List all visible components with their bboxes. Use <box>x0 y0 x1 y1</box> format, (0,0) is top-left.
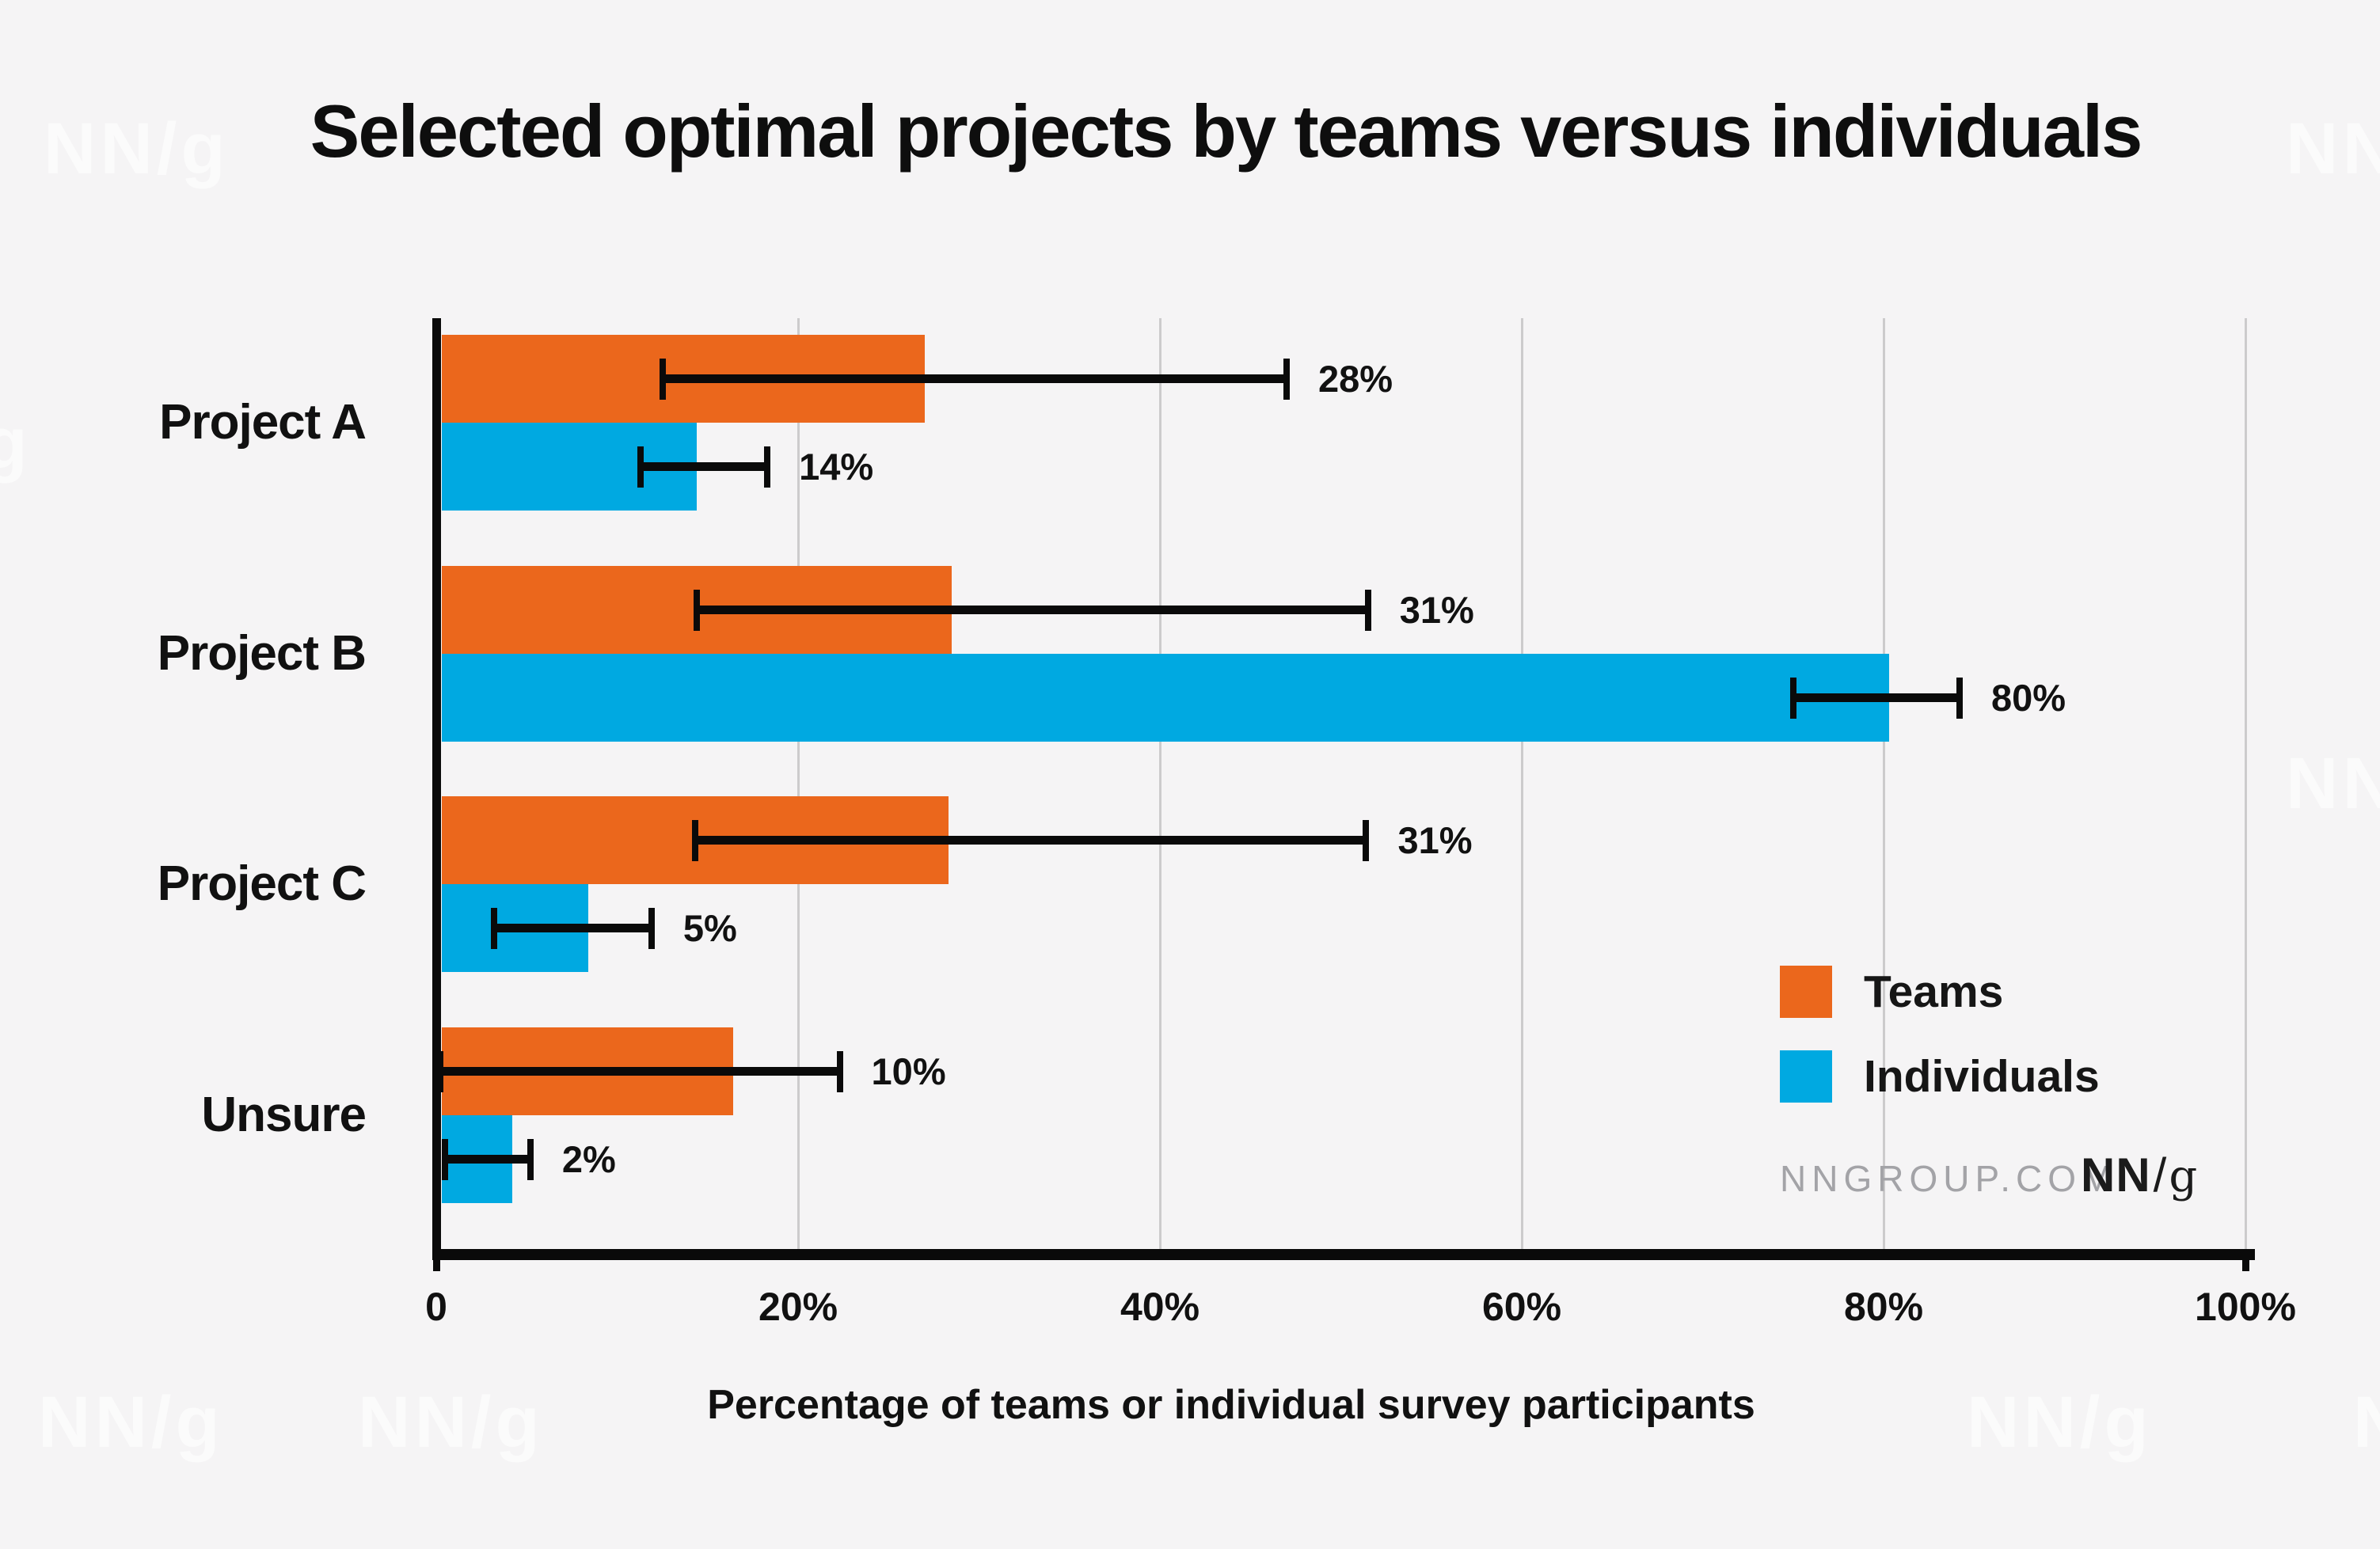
legend-swatch-teams <box>1780 966 1832 1018</box>
error-cap-low-individuals-project-b <box>1789 677 1796 719</box>
error-cap-high-individuals-project-c <box>648 907 655 949</box>
error-bar-teams-unsure <box>439 1067 840 1076</box>
y-axis-line <box>432 318 441 1260</box>
nng-watermark: NN/g <box>44 108 230 189</box>
error-cap-low-teams-project-c <box>691 819 698 861</box>
error-cap-low-teams-project-b <box>694 589 701 631</box>
error-cap-high-teams-project-a <box>1283 358 1290 400</box>
error-bar-teams-project-b <box>697 606 1368 614</box>
chart-title: Selected optimal projects by teams versu… <box>310 89 2143 173</box>
value-label-individuals-project-b: 80% <box>1990 676 2066 719</box>
x-axis-line <box>432 1249 2255 1260</box>
nng-watermark: NN/g <box>38 1382 224 1463</box>
x-tick-label-100: 100% <box>2195 1285 2296 1329</box>
nng-logo-nn: NN <box>2081 1148 2151 1202</box>
value-label-teams-project-a: 28% <box>1317 357 1393 400</box>
nng-watermark: NN/g <box>0 403 32 484</box>
category-label-project-b: Project B <box>157 626 367 681</box>
nng-watermark: NN/g <box>358 1382 544 1463</box>
gridline-80 <box>1882 318 1885 1249</box>
legend-label-teams: Teams <box>1864 966 2004 1017</box>
nng-watermark: NN/g <box>2353 1379 2380 1466</box>
error-cap-high-individuals-unsure <box>527 1138 534 1180</box>
error-bar-teams-project-c <box>694 836 1367 845</box>
x-tick-label-80: 80% <box>1843 1285 1924 1329</box>
error-cap-low-individuals-unsure <box>442 1138 449 1180</box>
error-cap-low-teams-project-a <box>659 358 666 400</box>
gridline-20 <box>797 318 800 1249</box>
legend-swatch-individuals <box>1780 1050 1832 1103</box>
x-tick-label-40: 40% <box>1120 1285 1200 1329</box>
value-label-individuals-project-c: 5% <box>682 906 737 949</box>
nng-logo-slash: / <box>2153 1148 2167 1202</box>
error-cap-high-individuals-project-b <box>1956 677 1963 719</box>
nng-logo-g: g <box>2169 1151 2198 1202</box>
nng-watermark: NN/g <box>1967 1382 2153 1463</box>
x-tick-label-0: 0 <box>425 1285 447 1329</box>
gridline-40 <box>1158 318 1161 1249</box>
x-tick-label-60: 60% <box>1481 1285 1562 1329</box>
error-bar-individuals-project-c <box>494 924 652 932</box>
error-cap-low-individuals-project-c <box>491 907 498 949</box>
bar-individuals-project-b <box>442 654 1889 742</box>
error-bar-teams-project-a <box>662 374 1287 383</box>
x-axis-end-tick-0 <box>432 1260 440 1271</box>
x-axis-end-tick-100 <box>2241 1260 2249 1271</box>
gridline-100 <box>2244 318 2247 1249</box>
category-label-project-c: Project C <box>157 856 367 911</box>
error-cap-high-teams-project-c <box>1363 819 1370 861</box>
nng-logo: NN/g <box>2081 1148 2197 1202</box>
nngroup-site-text: NNGROUP.COM <box>1780 1158 2118 1199</box>
nng-watermark: NN/g <box>2286 743 2380 824</box>
error-bar-individuals-project-a <box>641 462 768 471</box>
error-cap-high-individuals-project-a <box>764 446 771 488</box>
legend-label-individuals: Individuals <box>1864 1051 2100 1102</box>
value-label-teams-project-c: 31% <box>1397 818 1473 861</box>
nng-watermark: NN/g <box>2286 108 2380 189</box>
x-tick-label-20: 20% <box>758 1285 838 1329</box>
value-label-teams-project-b: 31% <box>1399 588 1474 631</box>
error-cap-high-teams-project-b <box>1364 589 1371 631</box>
category-label-project-a: Project A <box>159 395 367 450</box>
gridline-60 <box>1520 318 1523 1249</box>
x-axis-title: Percentage of teams or individual survey… <box>707 1382 1755 1428</box>
error-bar-individuals-project-b <box>1793 693 1960 702</box>
error-bar-individuals-unsure <box>445 1155 530 1164</box>
error-cap-high-teams-unsure <box>836 1050 843 1092</box>
error-cap-low-individuals-project-a <box>637 446 644 488</box>
value-label-individuals-project-a: 14% <box>799 445 874 488</box>
category-label-unsure: Unsure <box>201 1088 367 1142</box>
value-label-individuals-unsure: 2% <box>561 1137 616 1180</box>
value-label-teams-unsure: 10% <box>871 1050 946 1092</box>
